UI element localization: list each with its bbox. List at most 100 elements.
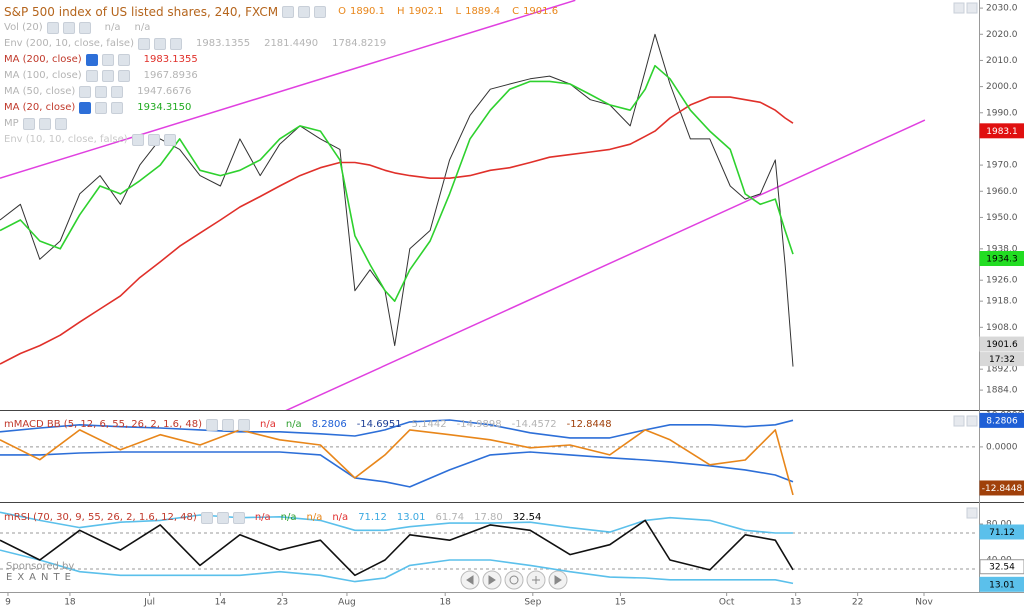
indicator-value: n/a [134, 22, 151, 33]
indicator-button[interactable] [111, 102, 124, 114]
indicator-value: 1983.1355 [196, 38, 251, 49]
indicator-button[interactable] [147, 134, 160, 146]
panel [0, 419, 978, 496]
series-line [0, 549, 794, 585]
y-tick-label: 2030.0 [986, 4, 1018, 14]
price-label: 8.2806 [986, 416, 1018, 426]
indicator-button[interactable] [95, 86, 108, 98]
indicator-button[interactable] [232, 512, 245, 524]
price-label-box [979, 336, 1024, 352]
indicator-button[interactable] [22, 118, 35, 130]
price-label: -12.8448 [982, 484, 1023, 494]
indicator-title: mMACD BB (5, 12, 6, 55, 26, 2, 1.6, 48) [4, 419, 202, 430]
price-label-box [979, 576, 1024, 592]
panel-button[interactable] [966, 415, 978, 427]
indicator-button[interactable] [62, 22, 75, 34]
price-label-box [979, 559, 1024, 575]
panel [0, 511, 978, 585]
indicator-button[interactable] [78, 22, 91, 34]
indicator-button[interactable] [111, 86, 124, 98]
indicator-button[interactable] [117, 70, 130, 82]
price-label-box [979, 251, 1024, 267]
legend-button[interactable] [298, 6, 311, 18]
indicator-button[interactable] [46, 22, 59, 34]
indicator-button[interactable] [200, 512, 213, 524]
panel-button[interactable] [966, 507, 978, 519]
indicator-button[interactable] [216, 512, 229, 524]
indicator-name: Vol (20) [4, 22, 43, 33]
indicator-name: MP [4, 118, 19, 129]
indicator-button[interactable] [79, 102, 92, 114]
series-line [0, 519, 794, 577]
y-tick-label: 1960.0 [986, 187, 1018, 197]
price-label: 1983.1 [986, 127, 1018, 137]
panel-buttons [953, 2, 978, 519]
series-line [0, 451, 794, 488]
price-label: 32.54 [989, 563, 1015, 573]
x-tick-label: 18 [64, 598, 76, 608]
indicator-button[interactable] [101, 70, 114, 82]
indicator-row: MA (50, close) 1947.6676 [4, 84, 558, 100]
indicator-button[interactable] [85, 54, 98, 66]
indicator-readout: n/a [285, 419, 302, 430]
indicator-readout: 17.80 [474, 512, 503, 523]
indicator-name: MA (200, close) [4, 54, 82, 65]
indicator-readout: 5.1442 [411, 419, 447, 430]
price-label-box [979, 412, 1024, 428]
ohlc-key: H [396, 6, 405, 17]
indicator-name: MA (50, close) [4, 86, 76, 97]
ohlc-value: 1901.6 [523, 6, 559, 17]
indicator-button[interactable] [101, 54, 114, 66]
indicator-button[interactable] [138, 38, 150, 50]
indicator-readout: -14.4572 [511, 419, 557, 430]
legend-button[interactable] [314, 6, 327, 18]
indicator-name: MA (100, close) [4, 70, 82, 81]
indicator-button[interactable] [206, 419, 218, 431]
panel-button[interactable] [953, 415, 965, 427]
price-label-box [979, 480, 1024, 496]
indicator-value: 1934.3150 [137, 102, 192, 113]
panel-button[interactable] [953, 2, 965, 14]
ohlc-key: C [512, 6, 520, 17]
indicator-button[interactable] [54, 118, 67, 130]
indicator-button[interactable] [95, 102, 108, 114]
y-tick-label: 2010.0 [986, 56, 1018, 66]
reset-button[interactable] [504, 570, 524, 590]
y-tick-label: 2020.0 [986, 30, 1018, 40]
indicator-button[interactable] [131, 134, 144, 146]
indicator-button[interactable] [163, 134, 176, 146]
sponsor: Sponsored by EXANTE [6, 561, 76, 583]
indicator-readout: n/a [332, 512, 349, 523]
reset-icon [509, 575, 519, 585]
x-tick-label: Nov [915, 598, 933, 608]
indicator-readout: 71.12 [358, 512, 387, 523]
indicator-value: 1983.1355 [143, 54, 198, 65]
panel [0, 0, 926, 410]
indicator-title: mRSI (70, 30, 9, 55, 26, 2, 1.6, 12, 48) [4, 512, 197, 523]
indicator-button[interactable] [117, 54, 130, 66]
price-label-box [979, 123, 1024, 139]
indicator-name: Env (200, 10, close, false) [4, 38, 134, 49]
price-label-box [979, 524, 1024, 540]
indicator-row: MA (200, close) 1983.1355 [4, 52, 558, 68]
series-line [0, 419, 794, 439]
y-tick-label: 0.0000 [986, 442, 1018, 452]
sponsor-brand: EXANTE [6, 572, 76, 583]
indicator-button[interactable] [85, 70, 98, 82]
indicator-button[interactable] [154, 38, 166, 50]
y-tick-label: 1892.0 [986, 365, 1018, 375]
panel-button[interactable] [966, 2, 978, 14]
legend-button[interactable] [282, 6, 295, 18]
indicator-button[interactable] [38, 118, 51, 130]
indicator-button[interactable] [170, 38, 182, 50]
indicator-button[interactable] [238, 419, 250, 431]
indicator-readout: 61.74 [435, 512, 465, 523]
indicator-button[interactable] [79, 86, 92, 98]
ohlc-value: 1890.1 [349, 6, 385, 17]
indicator-readout: 32.54 [512, 512, 542, 523]
y-tick-label: 2000.0 [986, 82, 1018, 92]
y-tick-label: 1990.0 [986, 108, 1018, 118]
indicator-legend: mRSI (70, 30, 9, 55, 26, 2, 1.6, 12, 48)… [4, 510, 541, 526]
indicator-button[interactable] [222, 419, 234, 431]
